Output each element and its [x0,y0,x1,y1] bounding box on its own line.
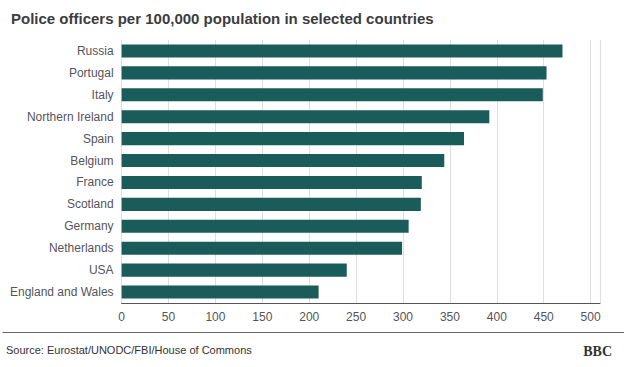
svg-text:Germany: Germany [64,219,113,233]
svg-text:Russia: Russia [77,44,114,58]
svg-text:0: 0 [118,310,125,324]
svg-text:500: 500 [581,310,601,324]
svg-text:100: 100 [205,310,225,324]
svg-text:200: 200 [299,310,319,324]
svg-text:50: 50 [162,310,176,324]
svg-text:USA: USA [89,263,114,277]
svg-text:England and Wales: England and Wales [10,285,114,299]
svg-text:250: 250 [346,310,366,324]
svg-text:Spain: Spain [83,132,114,146]
svg-text:Northern Ireland: Northern Ireland [27,110,114,124]
svg-text:Portugal: Portugal [69,66,114,80]
svg-text:Italy: Italy [92,88,114,102]
svg-text:Scotland: Scotland [67,197,114,211]
svg-text:450: 450 [534,310,554,324]
svg-text:Police officers per 100,000 po: Police officers per 100,000 population i… [11,10,434,27]
svg-text:Source: Eurostat/UNODC/FBI/Hou: Source: Eurostat/UNODC/FBI/House of Comm… [6,344,252,356]
svg-text:400: 400 [487,310,507,324]
svg-text:BBC: BBC [583,344,612,359]
svg-text:Belgium: Belgium [70,154,113,168]
svg-text:350: 350 [440,310,460,324]
svg-text:France: France [76,175,114,189]
svg-text:Netherlands: Netherlands [49,241,114,255]
svg-text:300: 300 [393,310,413,324]
svg-text:150: 150 [252,310,272,324]
